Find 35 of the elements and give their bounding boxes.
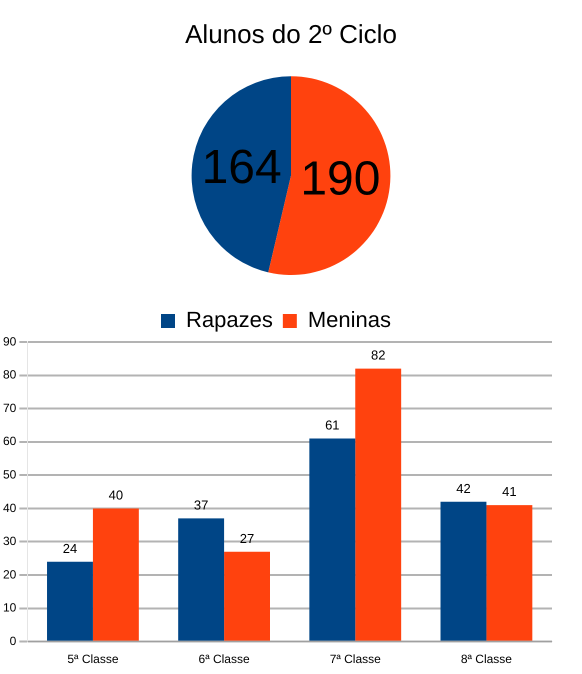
- bar: [47, 562, 93, 641]
- y-tick-label: 20: [2, 567, 17, 582]
- data-label: 40: [108, 488, 124, 503]
- data-label: 24: [62, 540, 78, 556]
- bar: [224, 552, 270, 641]
- y-tick-label: 40: [2, 500, 17, 515]
- y-tick-label: 0: [10, 634, 17, 648]
- x-tick-label: 7ª Classe: [330, 652, 382, 666]
- y-tick-label: 30: [2, 534, 17, 548]
- y-tick-label: 50: [2, 467, 17, 482]
- chart-title: Alunos do 2º Ciclo: [185, 18, 397, 49]
- data-label: 82: [370, 348, 386, 363]
- data-label: 41: [502, 484, 517, 500]
- x-tick-label: 6ª Classe: [198, 652, 250, 666]
- x-tick-label: 8ª Classe: [460, 652, 512, 666]
- bar: [440, 502, 486, 641]
- data-label: 42: [456, 480, 471, 496]
- data-label: 61: [325, 418, 340, 433]
- bar: [486, 505, 532, 641]
- legend-label: Rapazes: [186, 307, 273, 332]
- y-tick-label: 70: [2, 400, 17, 415]
- data-label: 190: [300, 152, 380, 206]
- x-tick-label: 5ª Classe: [67, 652, 119, 666]
- bar: [355, 368, 402, 641]
- y-tick-label: 60: [2, 434, 17, 448]
- data-label: 37: [194, 498, 208, 513]
- y-tick-label: 10: [2, 600, 17, 615]
- data-label: 27: [240, 530, 254, 546]
- legend-label: Meninas: [308, 307, 391, 332]
- y-tick-label: 80: [2, 368, 17, 382]
- bar: [178, 518, 224, 641]
- data-label: 164: [202, 141, 282, 194]
- bar: [309, 438, 356, 641]
- bar: [92, 508, 139, 641]
- y-tick-label: 90: [2, 334, 17, 348]
